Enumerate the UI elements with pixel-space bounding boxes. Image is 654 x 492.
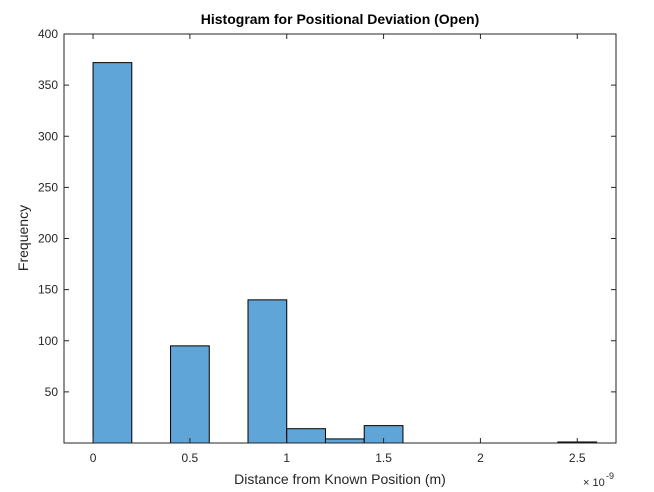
- x-tick-label-4: 2: [477, 451, 484, 465]
- y-axis-label: Frequency: [15, 205, 31, 271]
- x-exponent-power: -9: [606, 471, 614, 481]
- histogram-bar-3: [286, 428, 326, 444]
- x-tick-label-2: 1: [283, 451, 290, 465]
- x-exponent-base: × 10: [583, 477, 605, 489]
- x-tick-label-5: 2.5: [569, 451, 586, 465]
- x-ticks-group: 0 0.5 1 1.5 2 2.5: [90, 34, 586, 465]
- y-tick-label-3: 200: [38, 232, 58, 246]
- y-tick-label-2: 150: [38, 283, 58, 297]
- y-tick-label-6: 350: [38, 78, 58, 92]
- x-tick-label-1: 0.5: [182, 451, 199, 465]
- plot-area: [64, 34, 616, 443]
- x-axis-label: Distance from Known Position (m): [234, 471, 446, 487]
- histogram-bar-4: [324, 438, 365, 444]
- y-tick-label-5: 300: [38, 129, 58, 143]
- y-tick-label-7: 400: [38, 27, 58, 41]
- y-ticks-group: 50 100 150 200 250 300 350 400: [38, 27, 616, 399]
- chart-title: Histogram for Positional Deviation (Open…: [201, 11, 479, 27]
- histogram-bar-1: [170, 345, 210, 444]
- y-tick-label-0: 50: [45, 385, 59, 399]
- y-tick-label-4: 250: [38, 180, 58, 194]
- x-tick-label-0: 0: [90, 451, 97, 465]
- histogram-bar-2: [247, 299, 288, 444]
- bars-group: [92, 62, 598, 444]
- histogram-bar-0: [92, 62, 133, 444]
- y-tick-label-1: 100: [38, 334, 58, 348]
- x-tick-label-3: 1.5: [375, 451, 392, 465]
